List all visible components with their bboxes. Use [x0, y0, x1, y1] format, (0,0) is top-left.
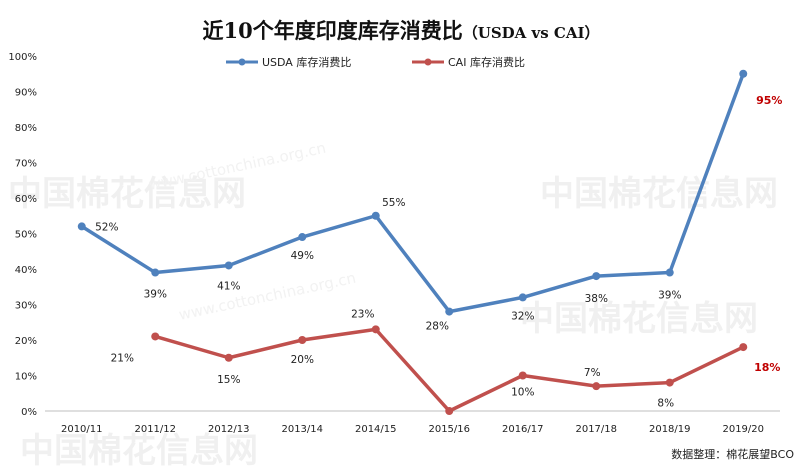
data-point	[151, 268, 160, 277]
x-tick-label: 2014/15	[355, 424, 397, 435]
x-tick-label: 2013/14	[281, 424, 323, 435]
data-point	[739, 343, 748, 352]
data-label-usda: 32%	[511, 310, 534, 322]
x-tick-label: 2018/19	[649, 424, 691, 435]
data-label-usda: 52%	[95, 221, 118, 233]
legend-label-usda: USDA 库存消费比	[262, 55, 351, 69]
data-label-cai: 8%	[657, 398, 674, 410]
watermark-layer: 中国棉花信息网 www.cottonchina.org.cn 中国棉花信息网 w…	[8, 139, 778, 467]
legend-marker-usda	[238, 58, 246, 66]
y-tick-label: 20%	[15, 336, 37, 347]
data-point	[518, 293, 527, 302]
y-tick-label: 50%	[15, 230, 37, 241]
data-point	[224, 261, 233, 270]
data-point	[445, 407, 454, 415]
watermark-text: 中国棉花信息网	[520, 299, 758, 339]
data-point	[371, 325, 380, 334]
data-label-usda: 55%	[382, 197, 405, 209]
data-point	[298, 233, 307, 242]
data-label-cai: 23%	[351, 308, 374, 320]
x-tick-label: 2017/18	[575, 424, 617, 435]
y-tick-label: 100%	[8, 52, 37, 63]
y-tick-label: 0%	[21, 407, 37, 418]
data-point	[592, 382, 601, 391]
data-label-usda: 38%	[585, 293, 608, 305]
y-tick-label: 40%	[15, 265, 37, 276]
watermark-text: 中国棉花信息网	[540, 174, 778, 214]
data-point	[665, 268, 674, 277]
data-point	[445, 307, 454, 316]
y-tick-label: 30%	[15, 301, 37, 312]
x-tick-label: 2019/20	[722, 424, 764, 435]
data-point	[739, 69, 748, 78]
data-label-usda: 95%	[756, 94, 782, 107]
data-labels: 52% 39% 41% 49% 55% 28% 32% 38% 39% 95% 21% 15% 20% 2…	[95, 94, 782, 410]
series-line-cai	[154, 327, 745, 413]
data-label-cai: 10%	[511, 387, 534, 399]
data-label-usda: 39%	[658, 290, 681, 302]
data-label-cai: 21%	[111, 352, 134, 364]
x-tick-label: 2016/17	[502, 424, 544, 435]
legend-label-cai: CAI 库存消费比	[448, 55, 525, 69]
x-tick-label: 2015/16	[428, 424, 470, 435]
legend-marker-cai	[424, 58, 432, 66]
data-label-usda: 49%	[291, 250, 314, 262]
y-tick-label: 90%	[15, 88, 37, 99]
watermark-text: 中国棉花信息网	[20, 431, 258, 467]
axes: 0% 10% 20% 30% 40% 50% 60% 70% 80% 90% 100% 2010/11…	[8, 52, 780, 435]
watermark-url: www.cottonchina.org.cn	[177, 269, 357, 324]
watermark-text: 中国棉花信息网	[8, 174, 246, 214]
chart-title: 近10个年度印度库存消费比（USDA vs CAI）	[203, 18, 600, 43]
data-point	[151, 332, 160, 341]
data-point	[298, 336, 307, 344]
x-tick-label: 2010/11	[61, 424, 103, 435]
y-tick-label: 60%	[15, 194, 37, 205]
y-tick-label: 10%	[15, 372, 37, 383]
data-label-cai: 20%	[291, 354, 314, 366]
data-point	[592, 272, 601, 281]
chart-title-main: 近10个年度印度库存消费比	[203, 18, 463, 43]
data-point	[518, 371, 527, 380]
series-line-usda	[80, 73, 745, 314]
data-label-cai: 18%	[754, 361, 780, 374]
data-label-usda: 28%	[426, 321, 449, 333]
series-layer	[77, 69, 748, 415]
data-label-usda: 39%	[144, 289, 167, 301]
y-tick-label: 70%	[15, 159, 37, 170]
x-tick-label: 2011/12	[134, 424, 176, 435]
chart-title-suffix: （USDA vs CAI）	[463, 24, 600, 42]
y-tick-label: 80%	[15, 123, 37, 134]
data-point	[371, 211, 380, 220]
data-label-cai: 15%	[217, 374, 240, 386]
data-label-cai: 7%	[584, 367, 601, 379]
source-note: 数据整理：棉花展望BCO	[671, 447, 794, 461]
data-point	[665, 378, 674, 387]
x-tick-label: 2012/13	[208, 424, 250, 435]
data-label-usda: 41%	[217, 280, 240, 292]
data-point	[77, 222, 86, 231]
data-point	[224, 353, 233, 362]
legend: USDA 库存消费比 CAI 库存消费比	[226, 55, 525, 69]
